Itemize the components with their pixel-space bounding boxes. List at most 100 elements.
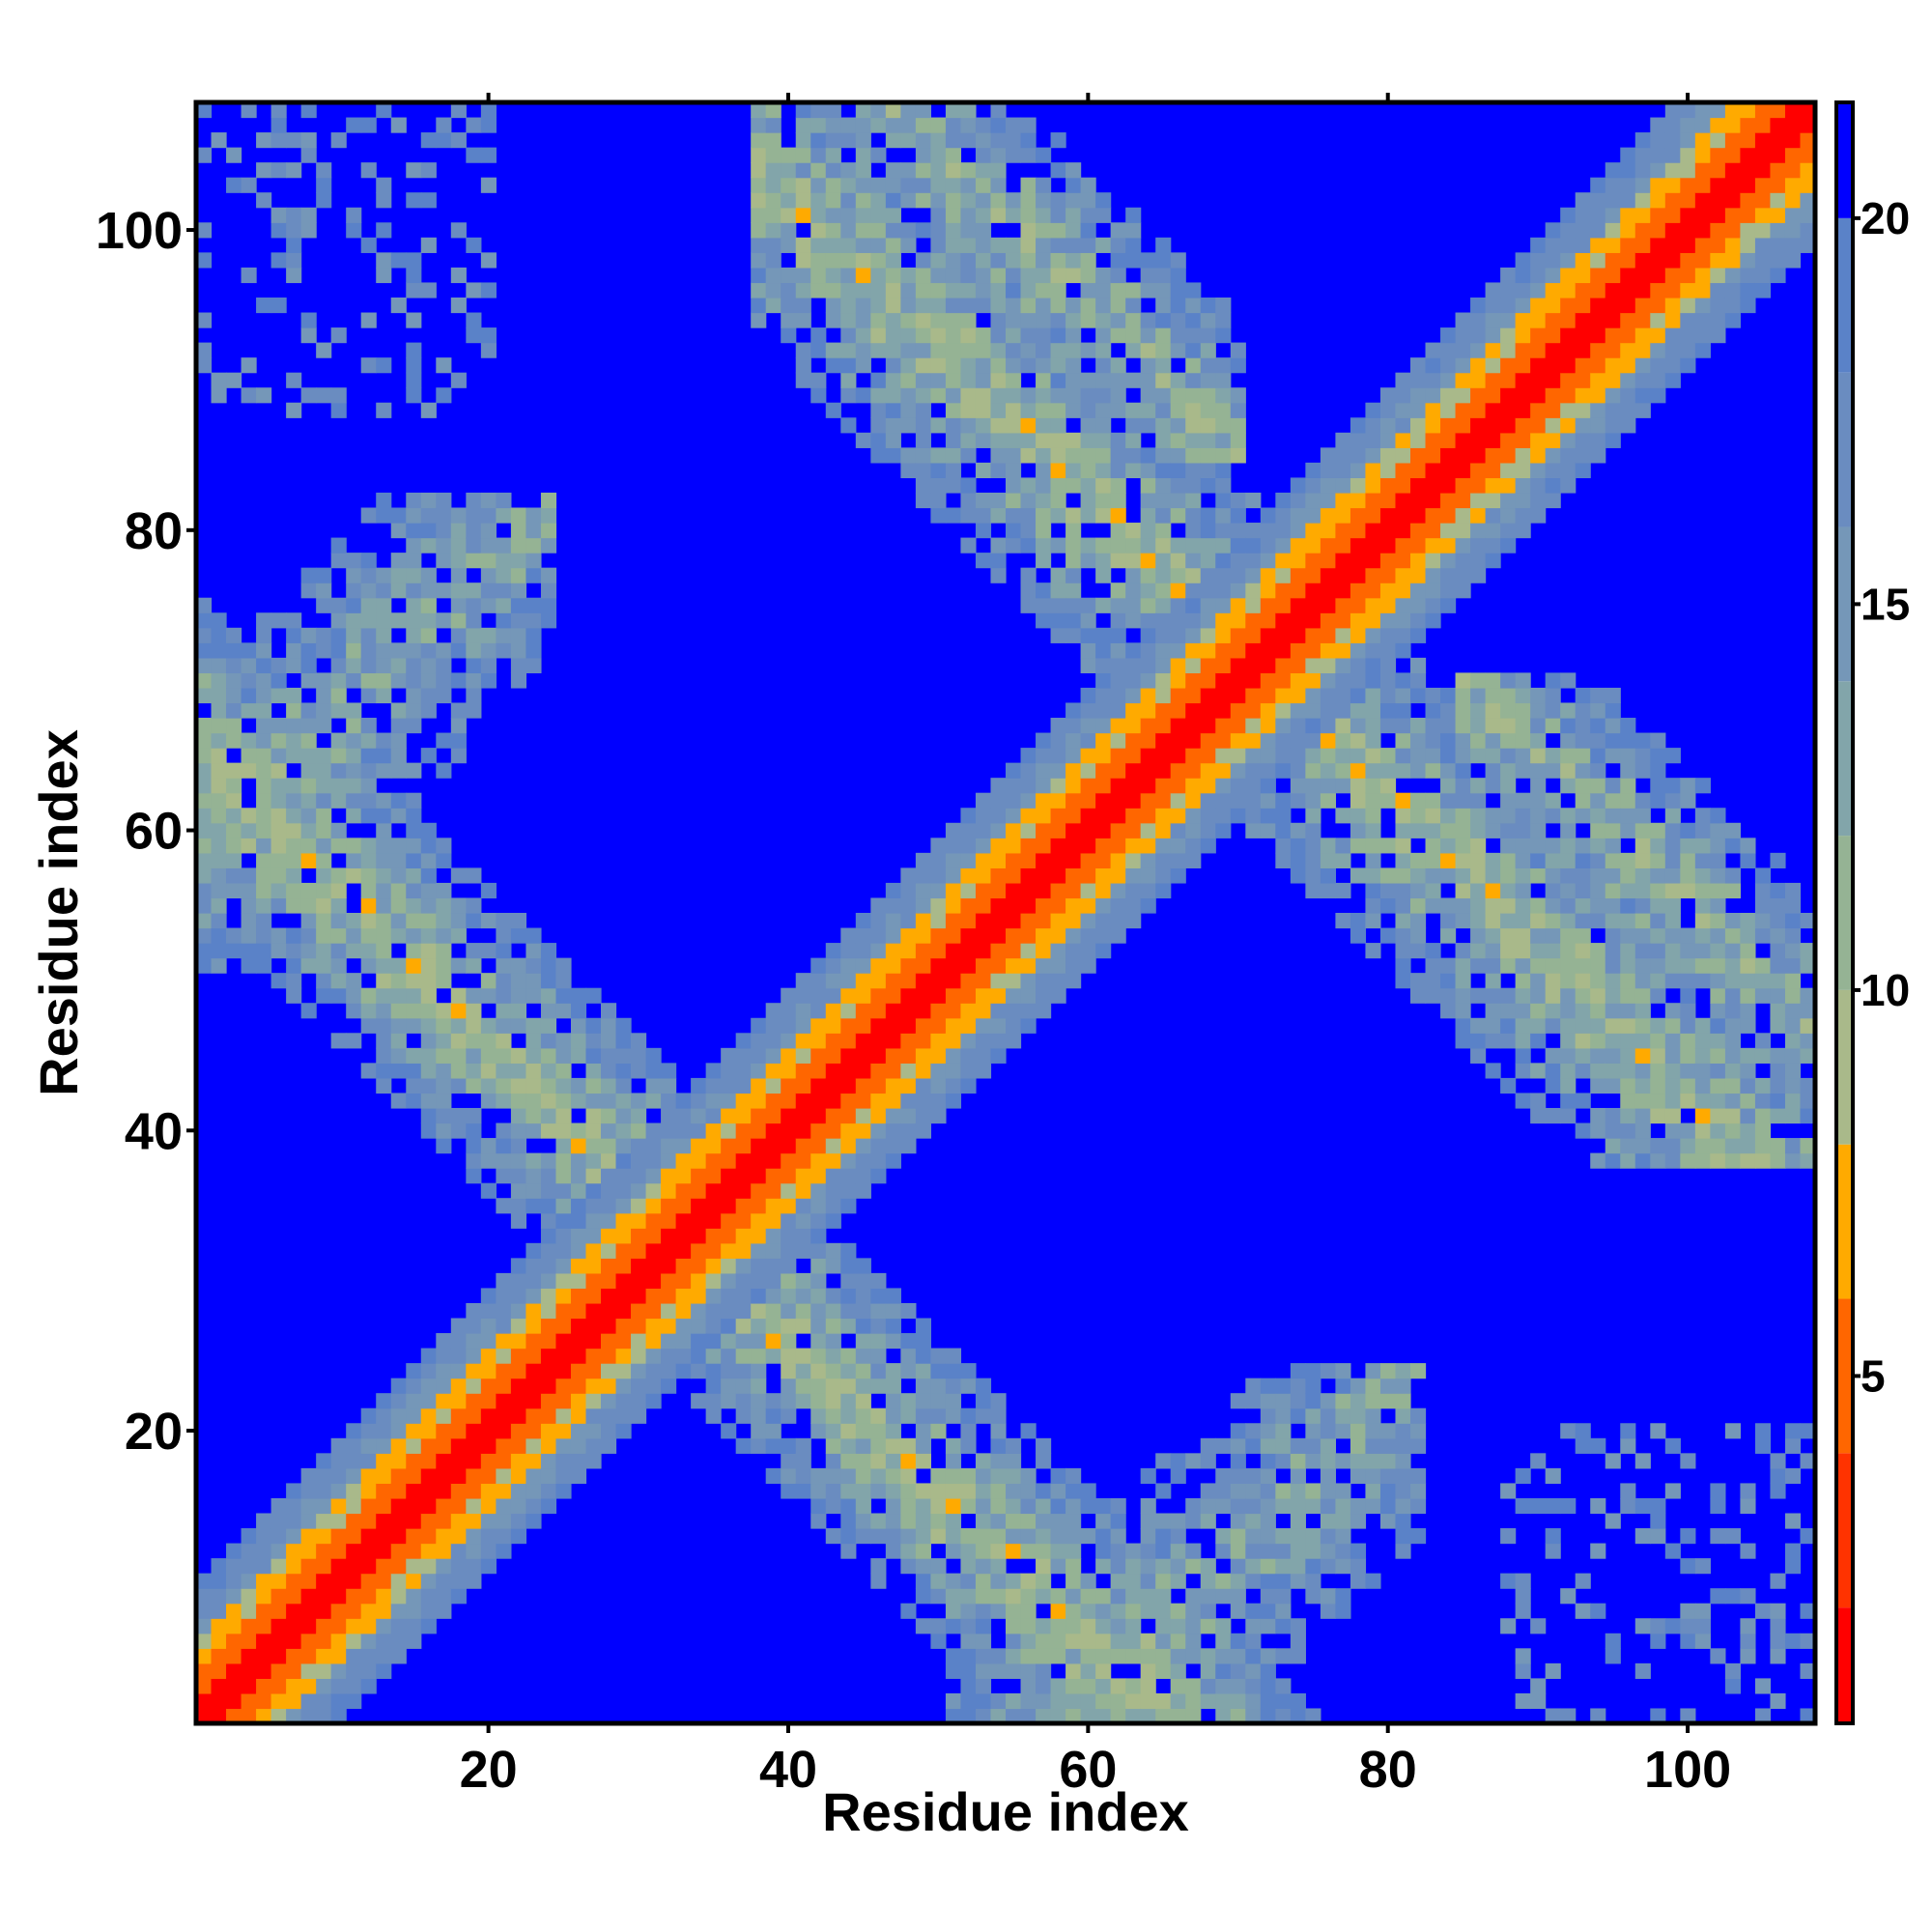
heatmap-cell bbox=[945, 1017, 962, 1034]
heatmap-cell bbox=[1215, 417, 1232, 434]
heatmap-cell bbox=[1050, 1678, 1066, 1694]
heatmap-cell bbox=[721, 1423, 737, 1439]
heatmap-cell bbox=[540, 1378, 557, 1394]
heatmap-cell bbox=[825, 207, 841, 223]
heatmap-cell bbox=[540, 1333, 557, 1350]
heatmap-cell bbox=[781, 162, 797, 179]
heatmap-cell bbox=[420, 1528, 437, 1545]
heatmap-cell bbox=[1080, 657, 1096, 674]
heatmap-cell bbox=[286, 1662, 302, 1679]
heatmap-cell bbox=[1006, 342, 1022, 358]
heatmap-cell bbox=[1515, 808, 1531, 824]
heatmap-cell bbox=[300, 762, 317, 779]
heatmap-cell bbox=[915, 402, 932, 418]
heatmap-cell bbox=[1395, 1453, 1411, 1469]
heatmap-cell bbox=[376, 852, 392, 868]
heatmap-cell bbox=[1379, 477, 1397, 494]
heatmap-cell bbox=[1125, 597, 1142, 613]
heatmap-cell bbox=[526, 567, 542, 583]
heatmap-cell bbox=[1545, 957, 1561, 974]
heatmap-cell bbox=[1006, 1648, 1022, 1664]
heatmap-cell bbox=[615, 1033, 632, 1049]
heatmap-cell bbox=[1500, 342, 1517, 358]
heatmap-cell bbox=[1155, 1558, 1172, 1575]
heatmap-cell bbox=[1545, 1003, 1561, 1019]
heatmap-cell bbox=[1065, 957, 1082, 974]
heatmap-cell bbox=[1395, 882, 1411, 899]
heatmap-cell bbox=[1575, 192, 1591, 209]
heatmap-cell bbox=[570, 1302, 587, 1320]
heatmap-cell bbox=[1605, 1513, 1621, 1529]
heatmap-cell bbox=[915, 252, 932, 269]
heatmap-cell bbox=[840, 267, 857, 284]
heatmap-cell bbox=[1020, 507, 1037, 524]
heatmap-cell bbox=[795, 372, 811, 388]
heatmap-cell bbox=[1694, 897, 1711, 914]
heatmap-cell bbox=[376, 1033, 392, 1049]
heatmap-cell bbox=[945, 973, 962, 989]
heatmap-cell bbox=[436, 1122, 452, 1139]
heatmap-cell bbox=[765, 1423, 781, 1439]
heatmap-cell bbox=[1200, 1603, 1216, 1619]
heatmap-cell bbox=[945, 1573, 962, 1589]
heatmap-cell bbox=[1500, 748, 1517, 764]
heatmap-cell bbox=[1605, 1063, 1621, 1079]
heatmap-cell bbox=[1425, 537, 1441, 554]
heatmap-cell bbox=[1515, 943, 1531, 959]
heatmap-cell bbox=[480, 1333, 497, 1350]
heatmap-cell bbox=[1545, 973, 1561, 989]
heatmap-cell bbox=[1320, 447, 1337, 464]
heatmap-cell bbox=[1440, 973, 1457, 989]
heatmap-cell bbox=[1185, 312, 1202, 328]
heatmap-cell bbox=[1335, 657, 1351, 674]
heatmap-cell bbox=[330, 867, 347, 884]
heatmap-cell bbox=[1650, 132, 1666, 149]
heatmap-cell bbox=[346, 1588, 362, 1605]
heatmap-cell bbox=[795, 1033, 811, 1049]
heatmap-cell bbox=[915, 297, 932, 314]
heatmap-cell bbox=[1470, 687, 1487, 704]
heatmap-cell bbox=[1664, 267, 1681, 284]
heatmap-cell bbox=[751, 1363, 767, 1379]
heatmap-cell bbox=[1500, 867, 1517, 884]
heatmap-cell bbox=[615, 1122, 632, 1139]
heatmap-cell bbox=[1680, 1033, 1696, 1049]
heatmap-cell bbox=[1545, 372, 1561, 388]
heatmap-cell bbox=[1650, 387, 1666, 404]
heatmap-cell bbox=[1515, 252, 1531, 269]
heatmap-cell bbox=[496, 1497, 512, 1515]
heatmap-cell bbox=[256, 838, 272, 854]
heatmap-cell bbox=[1605, 312, 1621, 328]
heatmap-cell bbox=[1275, 582, 1292, 599]
heatmap-cell bbox=[661, 1333, 677, 1350]
heatmap-cell bbox=[825, 1333, 841, 1350]
heatmap-cell bbox=[1125, 312, 1142, 328]
heatmap-cell bbox=[1410, 1407, 1427, 1424]
heatmap-cell bbox=[196, 222, 213, 239]
heatmap-cell bbox=[330, 897, 347, 914]
heatmap-cell bbox=[615, 1258, 632, 1274]
heatmap-cell bbox=[1680, 1138, 1696, 1154]
heatmap-cell bbox=[1650, 1708, 1666, 1724]
heatmap-cell bbox=[1140, 1678, 1156, 1694]
heatmap-cell bbox=[256, 1528, 272, 1545]
heatmap-cell bbox=[840, 927, 857, 944]
heatmap-cell bbox=[1020, 177, 1037, 193]
heatmap-cell bbox=[570, 1467, 587, 1485]
heatmap-cell bbox=[1335, 432, 1351, 448]
heatmap-cell bbox=[466, 1333, 482, 1350]
heatmap-cell bbox=[1470, 1047, 1487, 1064]
heatmap-cell bbox=[1215, 432, 1232, 448]
heatmap-cell bbox=[1036, 553, 1052, 569]
heatmap-cell bbox=[1545, 672, 1561, 689]
heatmap-cell bbox=[420, 672, 437, 689]
heatmap-cell bbox=[420, 492, 437, 509]
heatmap-cell bbox=[1650, 882, 1666, 899]
heatmap-cell bbox=[645, 1363, 662, 1379]
heatmap-cell bbox=[1245, 657, 1262, 674]
heatmap-cell bbox=[1365, 913, 1381, 929]
heatmap-cell bbox=[1575, 838, 1591, 854]
heatmap-cell bbox=[1530, 943, 1547, 959]
heatmap-cell bbox=[1530, 792, 1547, 809]
